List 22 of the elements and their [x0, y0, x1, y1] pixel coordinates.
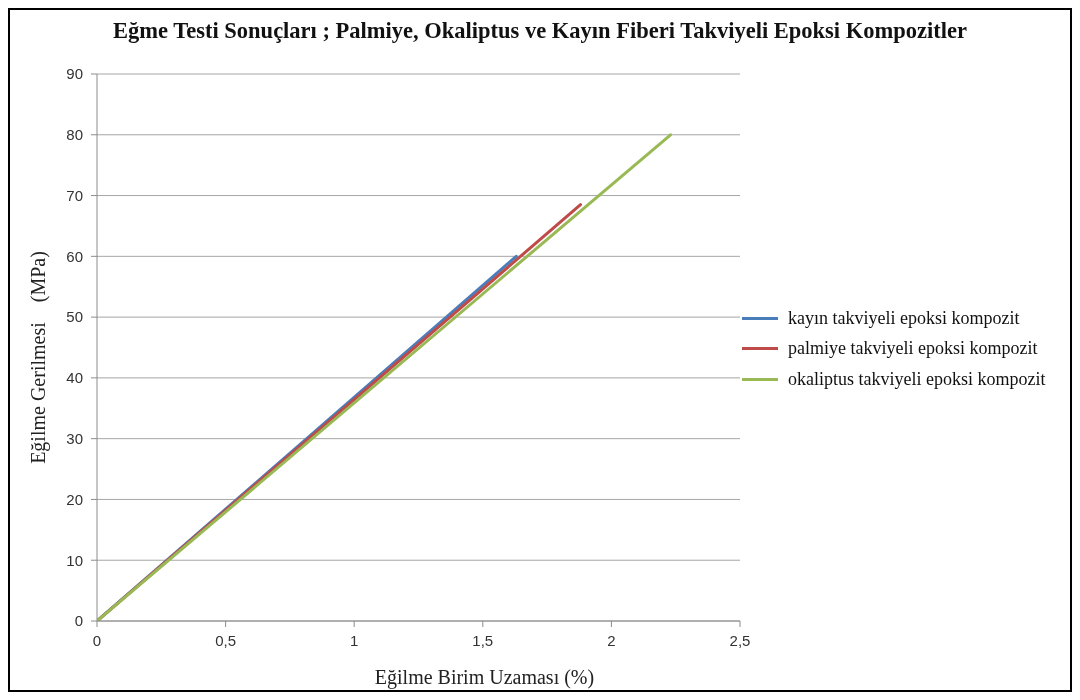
y-axis-title: Eğilme Gerilmesi (MPa) — [27, 251, 50, 464]
x-tick-label: 0 — [92, 631, 102, 649]
x-tick-label: 2 — [607, 631, 616, 649]
y-tick-label: 30 — [66, 429, 83, 447]
legend-label: palmiye takviyeli epoksi kompozit — [788, 338, 1038, 360]
x-tick-label: 1,5 — [472, 631, 494, 649]
x-tick-label: 0,5 — [215, 631, 237, 649]
x-tick-label: 2,5 — [729, 631, 751, 649]
y-tick-label: 50 — [66, 308, 83, 326]
y-tick-label: 80 — [66, 126, 83, 144]
x-tick-label: 1 — [350, 631, 359, 649]
y-tick-label: 20 — [66, 490, 83, 508]
y-tick-label: 70 — [66, 186, 83, 204]
y-tick-label: 40 — [66, 369, 83, 387]
chart-title: Eğme Testi Sonuçları ; Palmiye, Okaliptus ve Kayın Fiberi Takviyeli Epoksi Kompozitler — [112, 18, 968, 44]
y-tick-label: 60 — [66, 247, 83, 265]
y-tick-label: 10 — [66, 551, 83, 569]
legend-label: okaliptus takviyeli epoksi kompozit — [788, 368, 1046, 390]
y-tick-label: 90 — [66, 65, 83, 83]
x-axis-title: Eğilme Birim Uzaması (%) — [374, 666, 595, 689]
legend-label: kayın takviyeli epoksi kompozit — [788, 307, 1020, 329]
y-tick-label: 0 — [74, 612, 83, 630]
